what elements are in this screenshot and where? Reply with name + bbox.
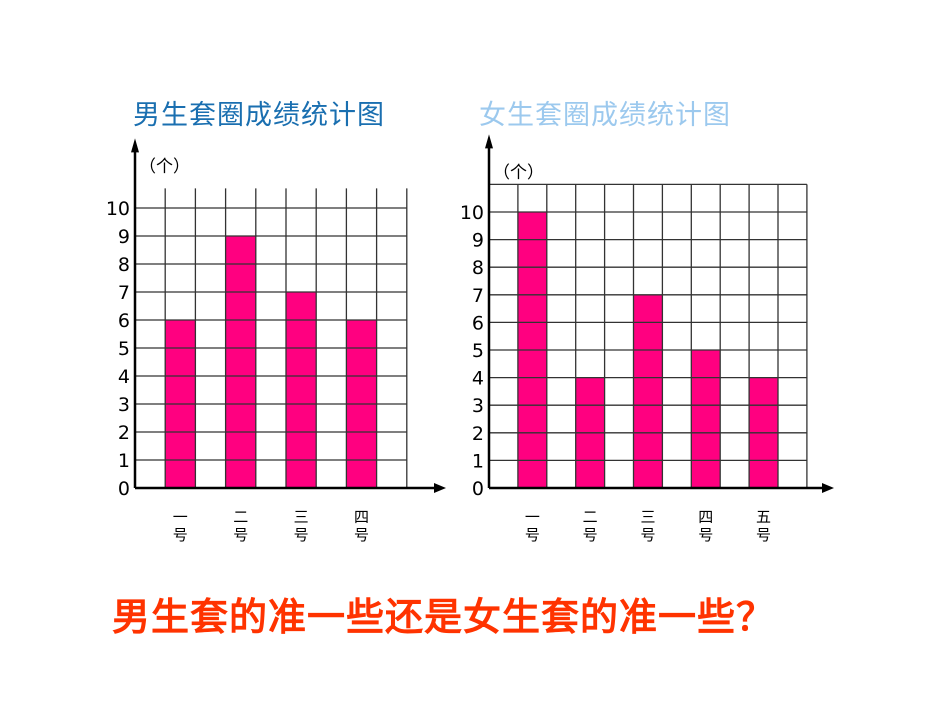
- y-tick-label: 3: [118, 394, 130, 416]
- x-category-label: 五: [756, 508, 771, 526]
- comparison-question: 男生套的准一些还是女生套的准一些？: [112, 595, 776, 639]
- y-tick-label: 3: [472, 395, 484, 417]
- y-axis-arrow-icon: [485, 134, 493, 149]
- y-tick-label: 8: [118, 254, 130, 276]
- x-category-label: 号: [583, 526, 598, 544]
- y-tick-label: 0: [472, 478, 484, 500]
- x-category-label: 二: [233, 508, 248, 526]
- x-category-label: 四: [354, 508, 369, 526]
- y-tick-label: 9: [472, 230, 484, 252]
- y-tick-label: 6: [472, 312, 484, 334]
- x-category-label: 号: [354, 526, 369, 544]
- x-category-label: 三: [640, 508, 655, 526]
- x-category-label: 号: [640, 526, 655, 544]
- x-category-label: 四: [698, 508, 713, 526]
- y-tick-label: 10: [460, 202, 484, 224]
- y-tick-label: 8: [472, 257, 484, 279]
- girls-chart-title: 女生套圈成绩统计图: [479, 100, 731, 131]
- y-tick-label: 5: [472, 340, 484, 362]
- y-tick-label: 10: [106, 198, 130, 220]
- y-tick-label: 9: [118, 226, 130, 248]
- x-category-label: 二: [583, 508, 598, 526]
- x-category-label: 号: [173, 526, 188, 544]
- y-axis-unit-label: （个）: [139, 157, 190, 177]
- x-category-label: 号: [698, 526, 713, 544]
- y-axis-arrow-icon: [131, 138, 139, 153]
- y-tick-label: 0: [118, 478, 130, 500]
- boys-chart-title: 男生套圈成绩统计图: [133, 100, 385, 131]
- x-category-label: 三: [294, 508, 309, 526]
- x-axis-arrow-icon: [434, 483, 446, 493]
- x-category-label: 号: [294, 526, 309, 544]
- y-axis-unit-label: （个）: [493, 163, 544, 183]
- y-tick-label: 2: [472, 423, 484, 445]
- x-category-label: 一: [525, 508, 540, 526]
- x-axis-arrow-icon: [822, 483, 834, 493]
- x-category-label: 号: [525, 526, 540, 544]
- y-tick-label: 4: [118, 366, 130, 388]
- y-tick-label: 1: [472, 450, 484, 472]
- bar: [633, 294, 663, 488]
- bar: [286, 292, 317, 488]
- x-category-label: 号: [756, 526, 771, 544]
- bar: [225, 236, 256, 488]
- y-tick-label: 2: [118, 422, 130, 444]
- y-tick-label: 5: [118, 338, 130, 360]
- y-tick-label: 6: [118, 310, 130, 332]
- x-category-label: 号: [233, 526, 248, 544]
- x-category-label: 一: [173, 508, 188, 526]
- y-tick-label: 4: [472, 368, 484, 390]
- y-tick-label: 7: [118, 282, 130, 304]
- y-tick-label: 7: [472, 285, 484, 307]
- bar: [691, 350, 721, 488]
- y-tick-label: 1: [118, 450, 130, 472]
